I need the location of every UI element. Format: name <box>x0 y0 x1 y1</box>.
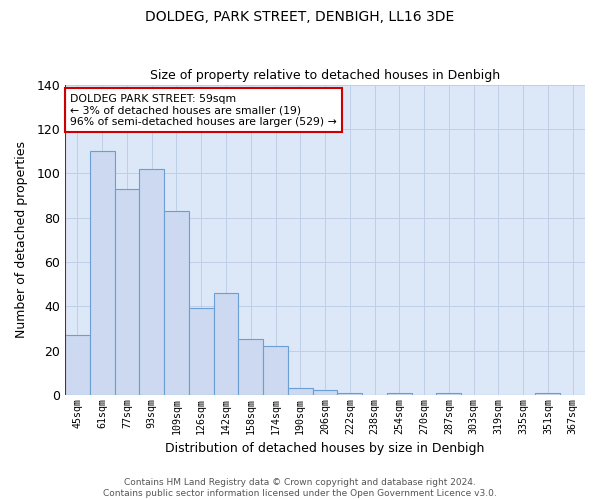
Bar <box>436 392 461 395</box>
Bar <box>139 169 164 395</box>
X-axis label: Distribution of detached houses by size in Denbigh: Distribution of detached houses by size … <box>166 442 485 455</box>
Bar <box>535 392 560 395</box>
Bar <box>65 335 90 395</box>
Bar <box>337 392 362 395</box>
Bar <box>313 390 337 395</box>
Title: Size of property relative to detached houses in Denbigh: Size of property relative to detached ho… <box>150 69 500 82</box>
Bar <box>189 308 214 395</box>
Bar <box>214 293 238 395</box>
Text: Contains HM Land Registry data © Crown copyright and database right 2024.
Contai: Contains HM Land Registry data © Crown c… <box>103 478 497 498</box>
Bar <box>238 340 263 395</box>
Bar <box>115 188 139 395</box>
Bar <box>90 151 115 395</box>
Bar <box>164 211 189 395</box>
Bar <box>387 392 412 395</box>
Text: DOLDEG, PARK STREET, DENBIGH, LL16 3DE: DOLDEG, PARK STREET, DENBIGH, LL16 3DE <box>145 10 455 24</box>
Y-axis label: Number of detached properties: Number of detached properties <box>15 141 28 338</box>
Bar <box>288 388 313 395</box>
Bar <box>263 346 288 395</box>
Text: DOLDEG PARK STREET: 59sqm
← 3% of detached houses are smaller (19)
96% of semi-d: DOLDEG PARK STREET: 59sqm ← 3% of detach… <box>70 94 337 127</box>
